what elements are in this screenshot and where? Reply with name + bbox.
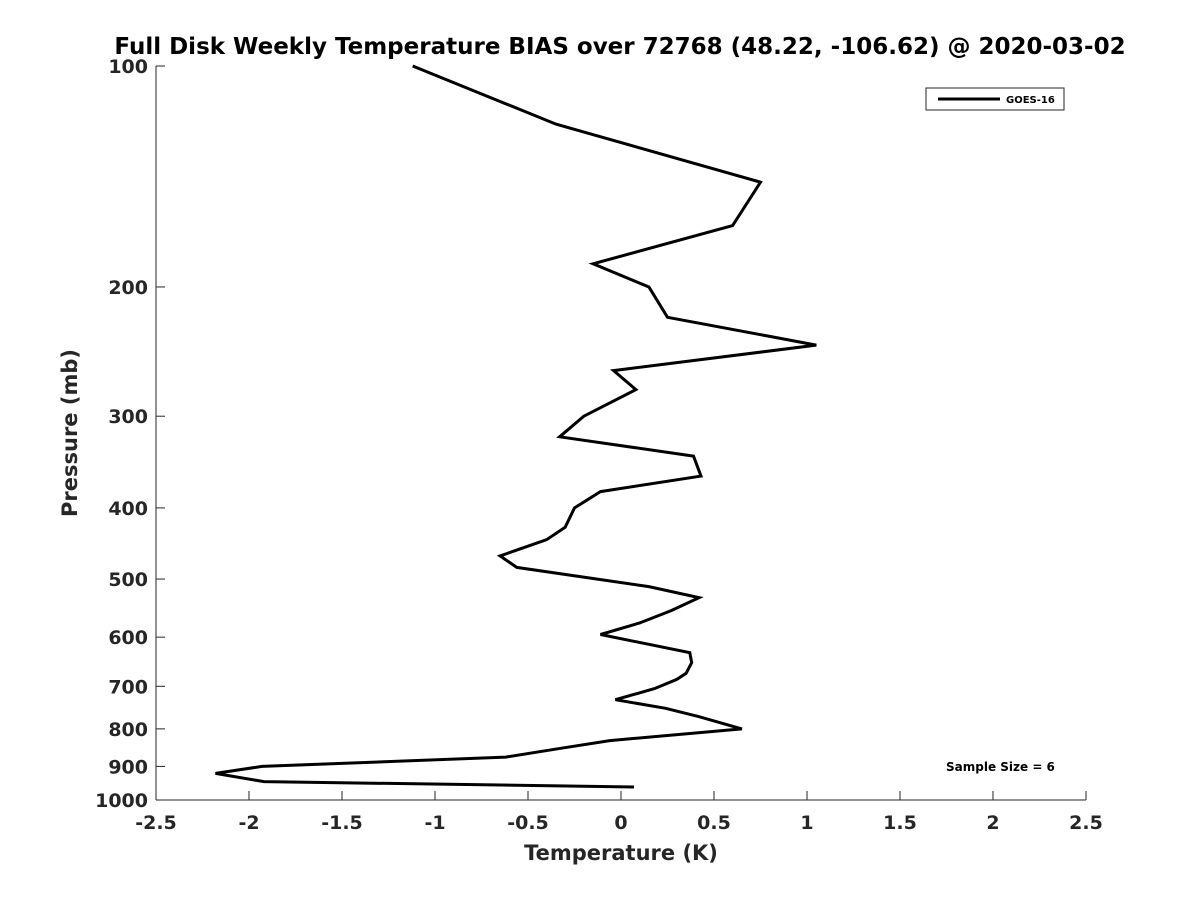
y-tick-label: 900 xyxy=(108,756,148,778)
y-tick-label: 700 xyxy=(108,676,148,698)
y-tick-label: 200 xyxy=(108,277,148,299)
x-tick-label: 0 xyxy=(614,812,627,834)
x-axis-label: Temperature (K) xyxy=(524,841,718,865)
y-ticks: 100 200 300 400 500 600 700 800 900 1000 xyxy=(95,56,165,812)
legend: GOES-16 xyxy=(925,87,1065,111)
x-tick-label: -1 xyxy=(424,812,445,834)
x-tick-label: -2 xyxy=(238,812,259,834)
y-tick-label: 1000 xyxy=(95,790,148,812)
x-tick-label: 0.5 xyxy=(697,812,731,834)
x-tick-label: -1.5 xyxy=(321,812,363,834)
y-tick-label: 100 xyxy=(108,56,148,78)
y-tick-label: 400 xyxy=(108,498,148,520)
x-tick-label: 2.5 xyxy=(1069,812,1103,834)
x-tick-label: 1 xyxy=(800,812,813,834)
y-tick-label: 500 xyxy=(108,569,148,591)
sample-size-annotation: Sample Size = 6 xyxy=(946,760,1055,774)
x-tick-label: -2.5 xyxy=(135,812,177,834)
y-tick-label: 600 xyxy=(108,627,148,649)
chart-title: Full Disk Weekly Temperature BIAS over 7… xyxy=(114,34,1125,60)
x-ticks: -2.5 -2 -1.5 -1 -0.5 0 0.5 1 1.5 2 2.5 xyxy=(135,791,1103,834)
y-tick-label: 800 xyxy=(108,719,148,741)
x-tick-label: 1.5 xyxy=(883,812,917,834)
series-line-goes-16 xyxy=(215,64,817,789)
legend-label: GOES-16 xyxy=(1006,95,1055,106)
series-layer xyxy=(215,64,817,789)
x-tick-label: 2 xyxy=(986,812,999,834)
y-axis-label: Pressure (mb) xyxy=(58,349,82,517)
y-tick-label: 300 xyxy=(108,406,148,428)
axes xyxy=(155,66,1086,801)
x-tick-label: -0.5 xyxy=(507,812,549,834)
